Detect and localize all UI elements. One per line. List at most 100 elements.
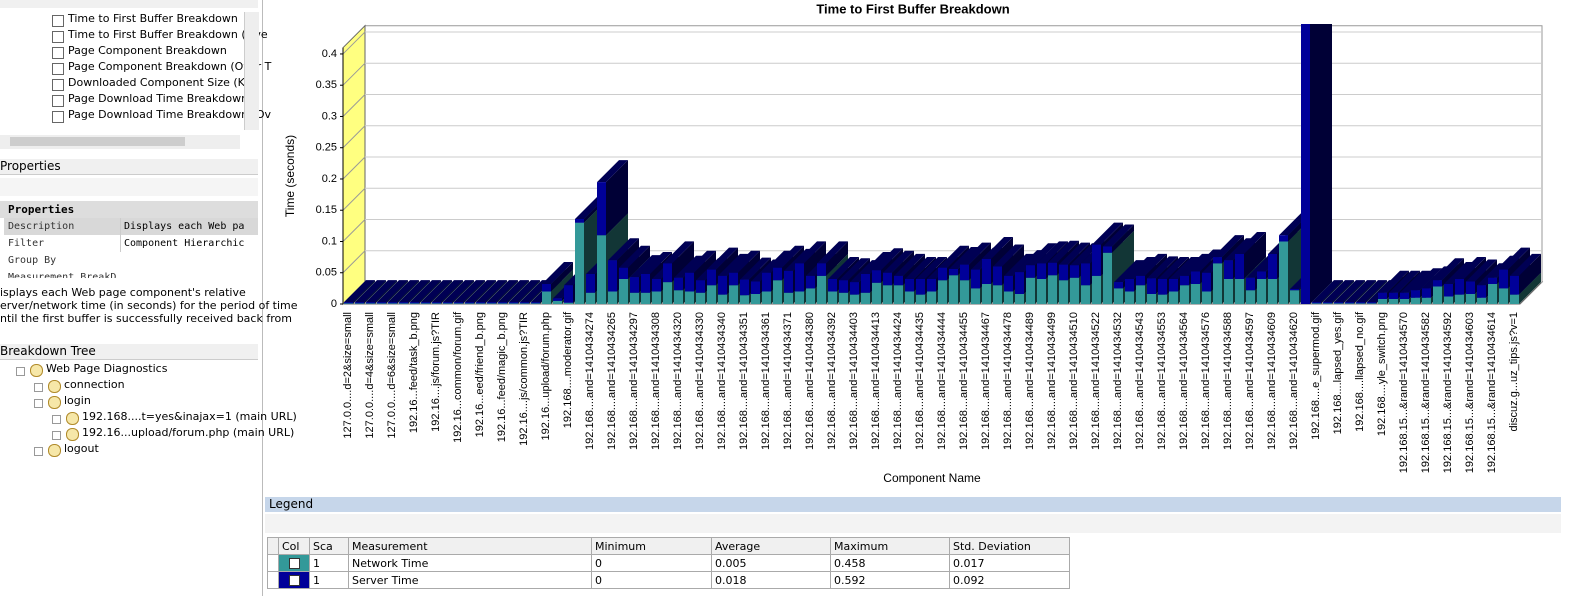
bar (652, 278, 661, 292)
bar-side (452, 280, 474, 304)
tree-expander[interactable] (52, 431, 61, 440)
column-header[interactable]: Maximum (830, 537, 950, 555)
x-tick-label: 192.168....and=1410434444 (936, 312, 948, 450)
tree-label[interactable]: logout (64, 442, 99, 455)
tree-label[interactable]: 192.16...upload/forum.php (main URL) (82, 426, 295, 439)
maximum: 0.458 (830, 554, 950, 572)
bar-top (1213, 235, 1244, 258)
description-line: erver/network time (in seconds) for the … (0, 299, 298, 312)
column-header[interactable]: Sca (309, 537, 349, 555)
bar (1224, 278, 1233, 304)
tree-expander[interactable] (34, 399, 43, 408)
bar (1180, 285, 1189, 304)
tree-label[interactable]: Web Page Diagnostics (46, 362, 168, 375)
bar (1081, 285, 1090, 304)
bar (784, 270, 793, 293)
tree-label[interactable]: 192.168....t=yes&inajax=1 (main URL) (82, 410, 297, 423)
bar-top (1411, 268, 1442, 291)
x-tick-label: 192.168....e_supermod.gif (1310, 311, 1322, 440)
bar (751, 281, 760, 294)
bar (487, 303, 496, 304)
column-header[interactable]: Std. Deviation (949, 537, 1070, 555)
tree-icon (48, 444, 61, 457)
bar (740, 295, 749, 304)
column-header[interactable]: Col (278, 537, 310, 555)
bar-side (397, 281, 419, 304)
bar-top (817, 241, 848, 264)
bar (421, 303, 430, 304)
bar (1004, 291, 1013, 304)
bar (1026, 265, 1035, 278)
graph-icon (52, 95, 64, 107)
tree-label[interactable]: login (64, 394, 91, 407)
tree-expander[interactable] (16, 367, 25, 376)
bar (465, 303, 474, 304)
bar-top (465, 280, 496, 303)
legend-row[interactable]: 1 Server Time 0 0.018 0.592 0.092 (267, 571, 1070, 589)
bar (927, 278, 936, 292)
bar-top (839, 258, 870, 281)
tree-label[interactable]: connection (64, 378, 125, 391)
graph-label: Time to First Buffer Breakdown (68, 12, 238, 25)
grid-line (342, 219, 366, 242)
bar-top (509, 280, 540, 303)
bar (1268, 253, 1277, 279)
bar (1411, 297, 1420, 304)
property-group: Properties (0, 201, 258, 218)
bar (597, 182, 606, 236)
x-tick-label: 192.168....and=1410434274 (584, 312, 596, 450)
bar (1059, 280, 1068, 304)
bar-side (1112, 224, 1134, 253)
h-scrollbar[interactable] (0, 135, 240, 149)
x-tick-label: 192.168.15...&rand=1410434570 (1398, 312, 1410, 473)
checkbox[interactable] (288, 575, 300, 586)
bar (1136, 275, 1145, 286)
grid-line (342, 125, 366, 149)
x-tick-label: 192.168....and=1410434467 (980, 312, 992, 450)
bar-top (1191, 249, 1222, 272)
bar-side (485, 281, 507, 304)
bar (696, 292, 705, 304)
minimum: 0 (591, 554, 712, 572)
tree-expander[interactable] (52, 415, 61, 424)
tree-expander[interactable] (34, 383, 43, 392)
bar-top (883, 250, 914, 273)
bar-side (408, 280, 430, 304)
x-tick-label: 192.168....and=1410434380 (804, 312, 816, 450)
x-tick-label: 192.168....and=1410434564 (1178, 312, 1190, 450)
graph-label: Page Component Breakdown (Over T (68, 60, 272, 73)
bar (795, 291, 804, 304)
scrollbar[interactable] (244, 12, 259, 130)
bar (1433, 280, 1442, 287)
tree-expander[interactable] (34, 447, 43, 456)
bar-top (1147, 256, 1178, 279)
column-header[interactable]: Minimum (591, 537, 712, 555)
checkbox[interactable] (288, 558, 300, 569)
color-cell (278, 554, 310, 572)
bar-side (419, 280, 441, 304)
bar-top (1048, 240, 1079, 263)
column-header[interactable]: Measurement (348, 537, 592, 555)
graph-list: Time to First Buffer Breakdown Time to Fi… (0, 12, 271, 124)
legend-row[interactable]: 1 Network Time 0 0.005 0.458 0.017 (267, 554, 1070, 572)
x-tick-label: 192.168....and=1410434371 (782, 312, 794, 450)
bar (344, 303, 353, 304)
bar-side (518, 281, 540, 304)
bar (751, 293, 760, 304)
x-tick-label: 192.16...upload/forum.php (540, 312, 552, 440)
bar (1433, 286, 1442, 304)
bar (1477, 285, 1486, 298)
bar (674, 290, 683, 304)
tree-icon (48, 380, 61, 393)
bar (1202, 291, 1211, 304)
panel-header: Legend (265, 497, 1561, 512)
bar-top (366, 280, 397, 303)
bar (575, 222, 584, 304)
bar (608, 260, 617, 292)
bar (586, 273, 595, 293)
bar (432, 302, 441, 304)
bar (993, 266, 1002, 286)
column-header[interactable]: Average (711, 537, 831, 555)
bar-top (487, 280, 518, 303)
bar (883, 272, 892, 286)
